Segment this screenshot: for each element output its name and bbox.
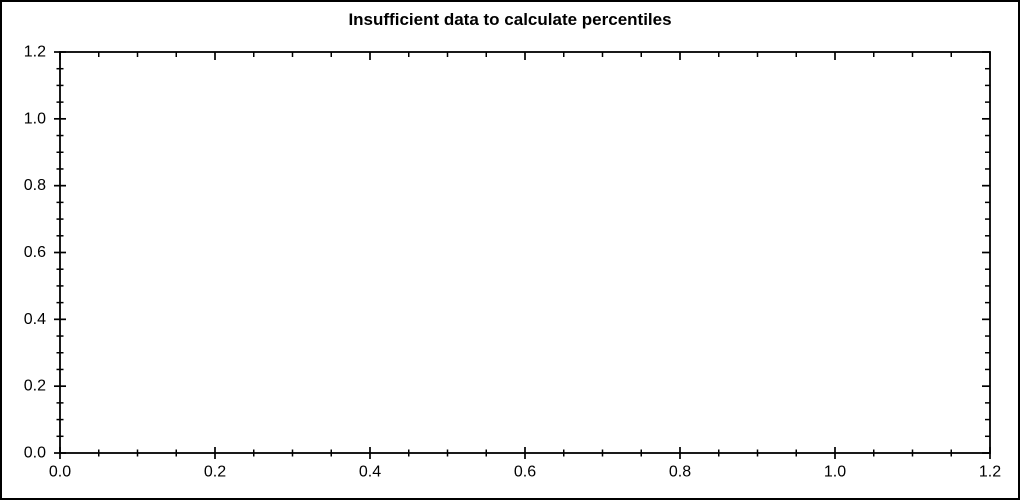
x-axis-tick-label: 0.6 [514,464,536,481]
y-axis-tick-label: 0.6 [24,244,46,261]
y-axis-tick-label: 0.2 [24,378,46,395]
x-axis-tick-label: 0.0 [49,464,71,481]
y-axis-tick-label: 0.0 [24,445,46,462]
x-axis-tick-label: 1.0 [824,464,846,481]
y-axis-tick-label: 0.4 [24,311,46,328]
y-axis-tick-label: 1.2 [24,44,46,61]
y-axis-tick-label: 1.0 [24,110,46,127]
plot-frame [59,51,991,454]
x-axis-tick-label: 0.8 [669,464,691,481]
y-axis-tick-label: 0.8 [24,177,46,194]
x-axis-tick-label: 1.2 [979,464,1001,481]
x-axis-tick-label: 0.4 [359,464,381,481]
chart-title: Insufficient data to calculate percentil… [348,10,672,29]
x-axis-tick-label: 0.2 [204,464,226,481]
